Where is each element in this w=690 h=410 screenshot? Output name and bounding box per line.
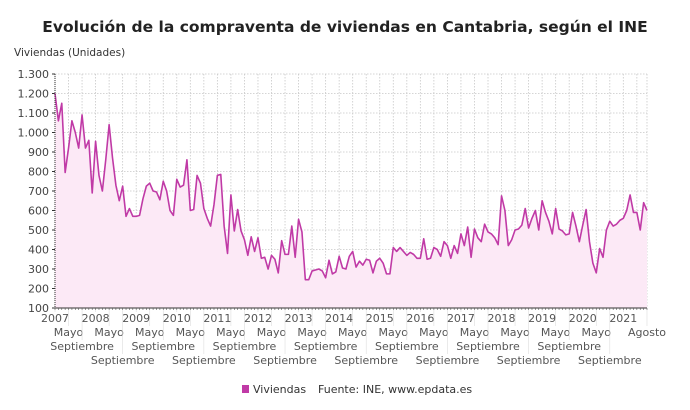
- y-tick-label: 900: [28, 146, 49, 159]
- chart-title: Evolución de la compraventa de viviendas…: [42, 18, 647, 36]
- x-tick-label: Mayo: [338, 326, 368, 339]
- x-tick-label: 2020: [569, 312, 597, 325]
- x-tick-label: Septiembre: [91, 354, 155, 367]
- y-tick-label: 300: [28, 263, 49, 276]
- x-tick-label: Agosto: [628, 326, 666, 339]
- x-tick-label: 2021: [609, 312, 637, 325]
- y-axis-label: Viviendas (Unidades): [14, 47, 125, 59]
- x-tick-label: Septiembre: [375, 340, 439, 353]
- y-tick-label: 1.000: [18, 127, 50, 140]
- y-tick-label: 1.100: [18, 107, 50, 120]
- source-note: Fuente: INE, www.epdata.es: [318, 383, 472, 396]
- y-tick-label: 200: [28, 283, 49, 296]
- x-tick-label: 2011: [203, 312, 231, 325]
- legend-label-viviendas: Viviendas: [253, 383, 306, 396]
- x-tick-label: 2017: [447, 312, 475, 325]
- y-tick-label: 400: [28, 244, 49, 257]
- x-tick-label: Septiembre: [416, 354, 480, 367]
- legend-swatch-viviendas: [242, 385, 249, 393]
- x-tick-label: 2012: [244, 312, 272, 325]
- y-tick-label: 500: [28, 224, 49, 237]
- x-tick-label: Septiembre: [213, 340, 277, 353]
- x-tick-label: Mayo: [379, 326, 409, 339]
- y-tick-label: 1.300: [18, 68, 50, 81]
- x-tick-label: Septiembre: [253, 354, 317, 367]
- x-tick-label: Septiembre: [50, 340, 114, 353]
- legend: Viviendas Fuente: INE, www.epdata.es: [242, 383, 472, 396]
- x-tick-label: 2019: [528, 312, 556, 325]
- x-tick-label: 2016: [406, 312, 434, 325]
- x-tick-label: Septiembre: [497, 354, 561, 367]
- x-tick-label: Mayo: [176, 326, 206, 339]
- x-tick-label: 2013: [285, 312, 313, 325]
- series-area-viviendas: [55, 94, 647, 309]
- x-tick-label: Mayo: [419, 326, 449, 339]
- x-tick-label: Septiembre: [537, 340, 601, 353]
- x-tick-label: 2010: [163, 312, 191, 325]
- x-tick-label: Septiembre: [131, 340, 195, 353]
- x-tick-label: 2007: [41, 312, 69, 325]
- x-tick-label: Mayo: [135, 326, 165, 339]
- x-tick-label: Mayo: [582, 326, 612, 339]
- x-tick-label: Mayo: [500, 326, 530, 339]
- x-tick-label: Mayo: [460, 326, 490, 339]
- y-tick-label: 600: [28, 205, 49, 218]
- x-tick-label: 2014: [325, 312, 353, 325]
- x-tick-label: Septiembre: [172, 354, 236, 367]
- x-tick-label: Septiembre: [294, 340, 358, 353]
- x-tick-label: Septiembre: [578, 354, 642, 367]
- y-tick-label: 700: [28, 185, 49, 198]
- x-tick-label: 2015: [366, 312, 394, 325]
- x-tick-label: Mayo: [297, 326, 327, 339]
- x-tick-label: 2009: [122, 312, 150, 325]
- y-tick-label: 1.200: [18, 88, 50, 101]
- x-tick-label: Mayo: [54, 326, 84, 339]
- y-tick-label: 800: [28, 166, 49, 179]
- y-axis: 1002003004005006007008009001.0001.1001.2…: [18, 68, 56, 315]
- x-axis: 2007MayoSeptiembre2008MayoSeptiembre2009…: [41, 308, 666, 367]
- x-tick-label: Mayo: [94, 326, 124, 339]
- x-tick-label: Septiembre: [334, 354, 398, 367]
- x-tick-label: Septiembre: [456, 340, 520, 353]
- x-tick-label: 2018: [488, 312, 516, 325]
- x-tick-label: 2008: [82, 312, 110, 325]
- x-tick-label: Mayo: [216, 326, 246, 339]
- x-tick-label: Mayo: [257, 326, 287, 339]
- x-tick-label: Mayo: [541, 326, 571, 339]
